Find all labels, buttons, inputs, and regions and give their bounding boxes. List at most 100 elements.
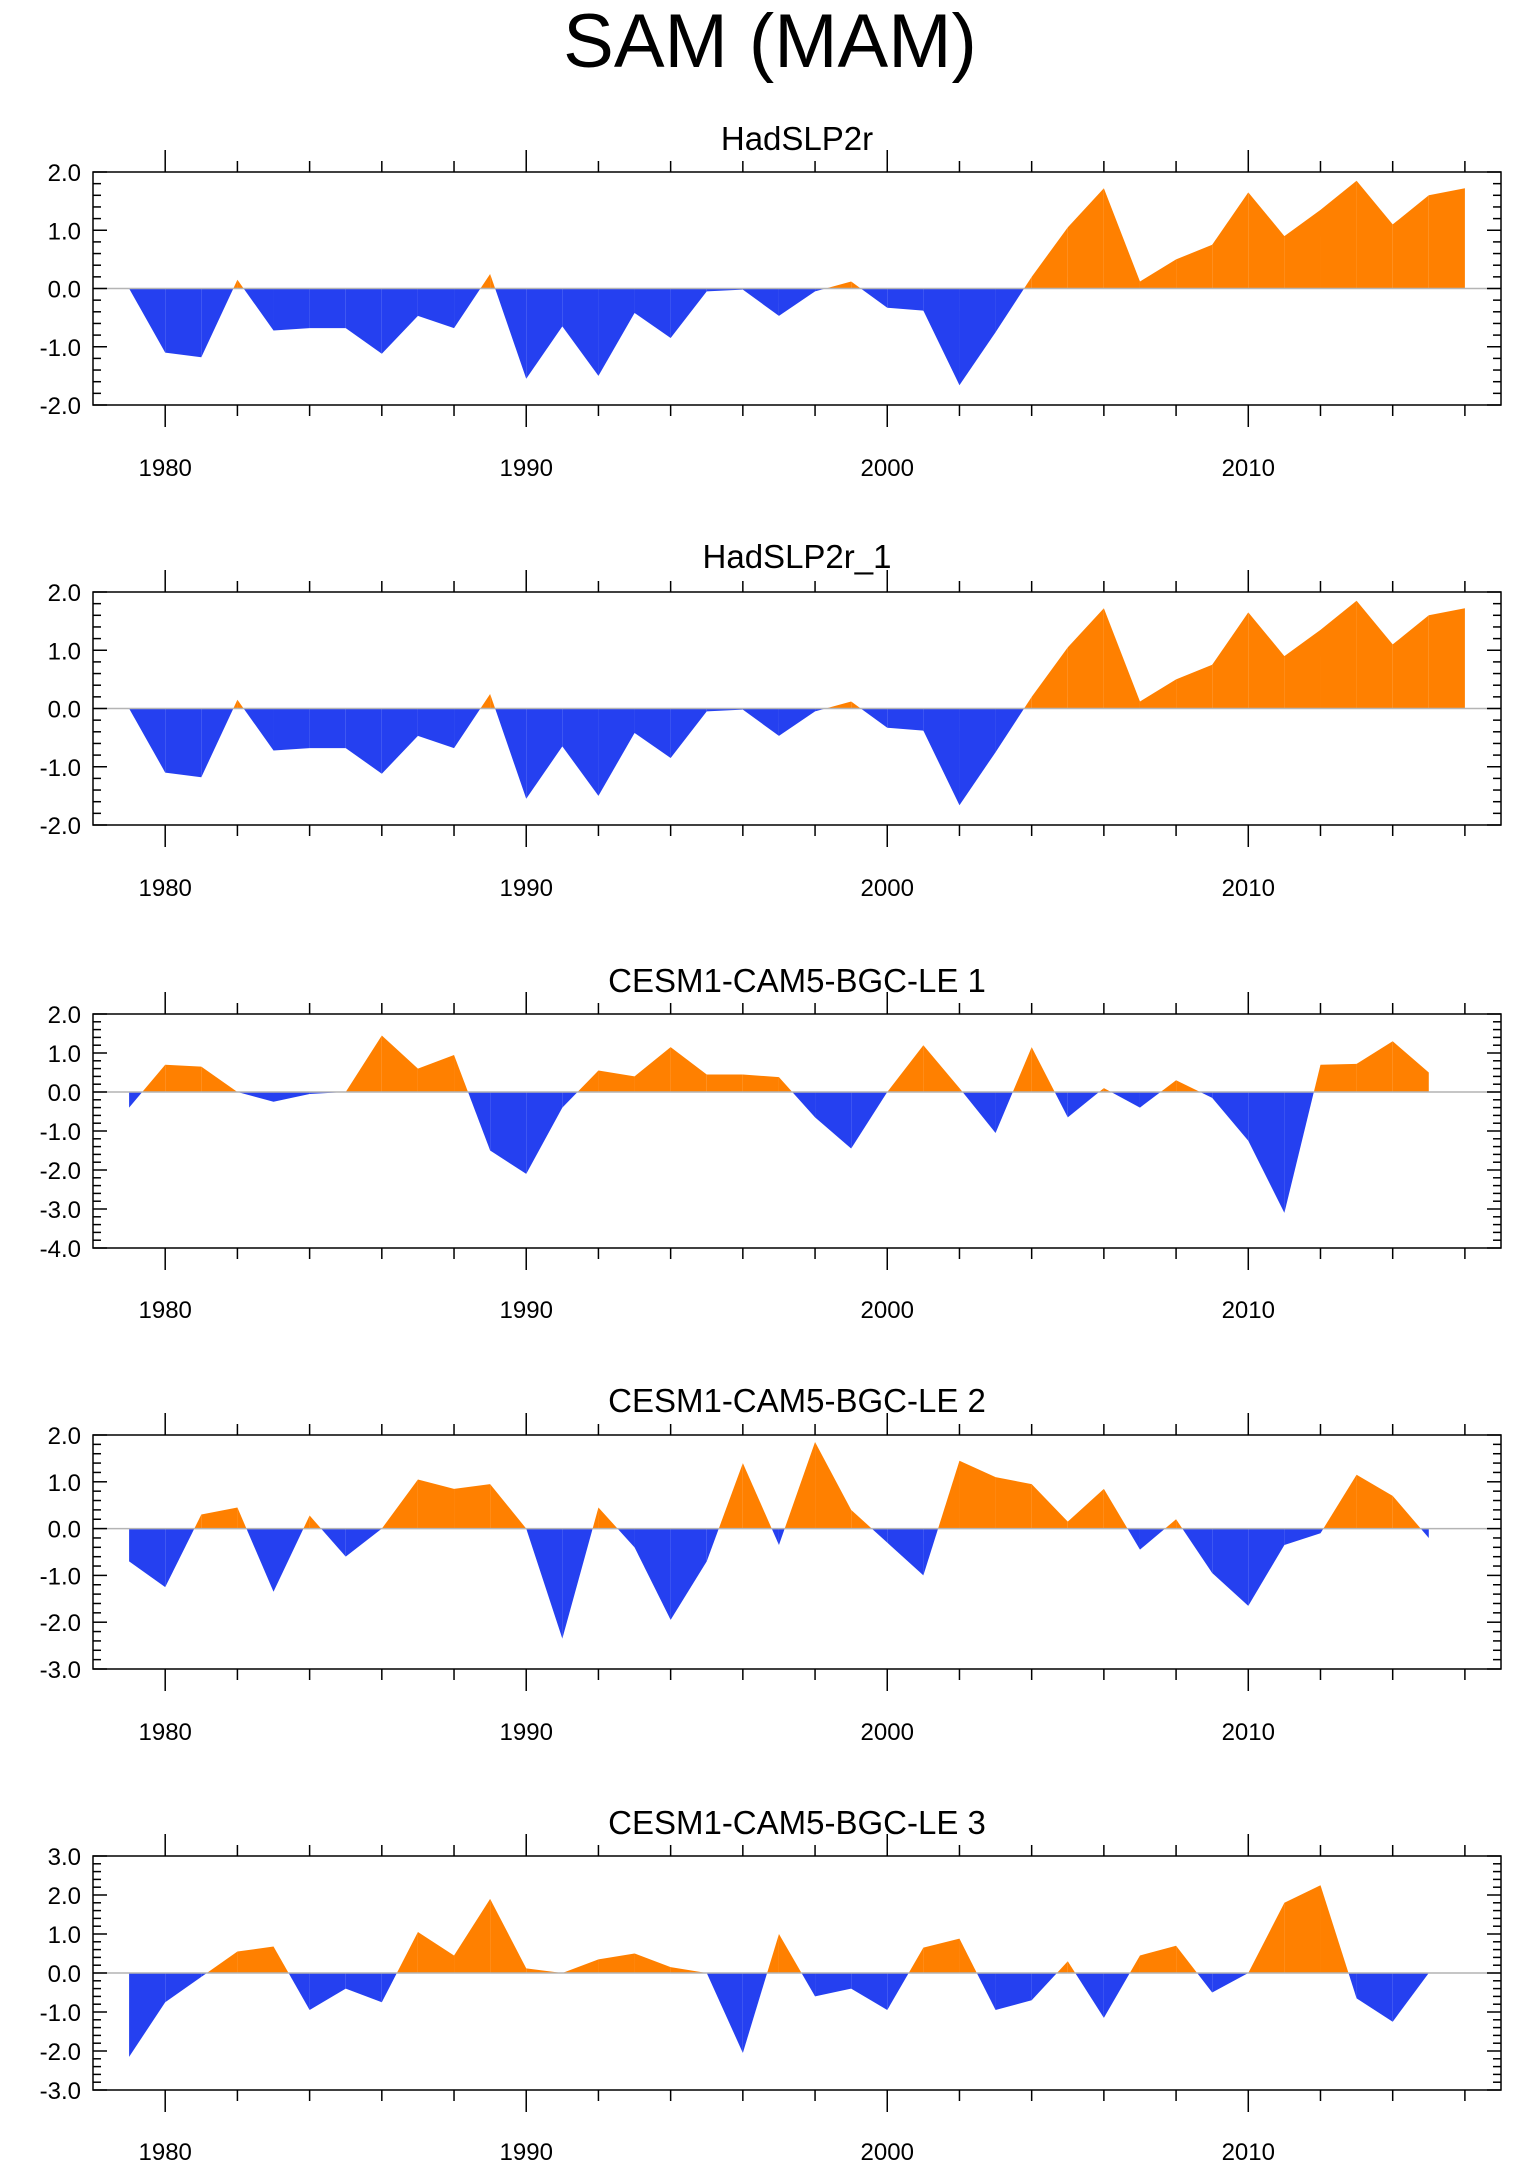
positive-area <box>1067 1961 1076 1973</box>
negative-area <box>417 708 455 749</box>
negative-area <box>1200 1092 1213 1098</box>
y-tick-label: 1.0 <box>48 218 81 245</box>
negative-area <box>381 1973 397 2003</box>
positive-area <box>1248 192 1285 289</box>
positive-area <box>959 1460 996 1529</box>
positive-area <box>1284 629 1321 709</box>
x-tick-label: 2000 <box>861 1297 914 1324</box>
negative-area <box>201 1973 207 1977</box>
positive-area <box>165 1064 202 1092</box>
positive-area <box>233 699 238 709</box>
negative-area <box>976 1973 996 2011</box>
negative-area <box>129 1092 143 1108</box>
negative-area <box>742 708 779 736</box>
positive-area <box>1056 1961 1068 1973</box>
x-tick-label: 1990 <box>500 875 553 902</box>
y-tick-label: -2.0 <box>40 2039 81 2066</box>
positive-area <box>480 693 491 709</box>
positive-area <box>490 273 496 289</box>
negative-area <box>288 1973 310 2011</box>
negative-area <box>1248 1092 1285 1213</box>
negative-area <box>1284 1528 1321 1545</box>
negative-area <box>1127 1528 1140 1550</box>
negative-area <box>742 288 779 316</box>
negative-area <box>309 708 346 749</box>
negative-area <box>1197 1973 1213 1993</box>
negative-area <box>468 1092 491 1151</box>
negative-area <box>273 708 310 751</box>
negative-area <box>887 708 924 731</box>
y-tick-label: 1.0 <box>48 1470 81 1497</box>
positive-area <box>454 1484 491 1529</box>
negative-area <box>617 1528 635 1548</box>
positive-area <box>1031 227 1068 289</box>
negative-area <box>887 1973 909 2011</box>
negative-area <box>742 1973 768 2053</box>
negative-area <box>923 288 960 386</box>
positive-area <box>490 1484 527 1529</box>
negative-area <box>309 1973 346 2011</box>
positive-area <box>201 1066 238 1092</box>
negative-area <box>962 1092 996 1133</box>
negative-area <box>1111 1092 1140 1108</box>
positive-area <box>1160 1080 1177 1092</box>
x-tick-label: 1980 <box>139 1297 192 1324</box>
negative-area <box>273 1528 304 1592</box>
positive-area <box>1320 1063 1357 1092</box>
negative-area <box>815 1092 852 1149</box>
negative-area <box>851 1973 888 2011</box>
negative-area <box>1248 1528 1285 1606</box>
positive-area <box>1176 244 1213 289</box>
negative-area <box>321 1528 346 1557</box>
negative-area <box>129 288 166 353</box>
positive-area <box>1031 1484 1068 1529</box>
positive-area <box>480 273 491 289</box>
plot-frame <box>92 1013 1502 1249</box>
positive-area <box>381 1479 418 1529</box>
negative-area <box>1054 1092 1068 1118</box>
positive-area <box>1067 1488 1104 1529</box>
positive-area <box>851 701 861 709</box>
negative-area <box>165 708 202 778</box>
positive-area <box>1176 1519 1183 1529</box>
x-tick-label: 2010 <box>1222 2139 1275 2166</box>
negative-area <box>1392 1973 1429 2022</box>
positive-area <box>1356 1474 1393 1529</box>
negative-area <box>1212 1528 1249 1606</box>
y-tick-label: 3.0 <box>48 1844 81 1871</box>
positive-area <box>194 1514 202 1529</box>
positive-area <box>784 1442 816 1529</box>
positive-area <box>1212 192 1249 289</box>
y-tick-label: -1.0 <box>40 1563 81 1590</box>
negative-area <box>417 288 455 329</box>
negative-area <box>526 288 563 379</box>
negative-area <box>243 708 274 751</box>
positive-area <box>598 1507 618 1529</box>
negative-area <box>1139 1528 1165 1550</box>
chart-panel-1: HadSLP2r 2.0 1.0 0.0 -1.0 -2.0 1980 1990 2000 201… <box>40 120 1502 482</box>
negative-area <box>165 288 202 358</box>
x-tick-label: 2010 <box>1222 1719 1275 1746</box>
negative-area <box>345 1528 382 1557</box>
y-tick-label: -2.0 <box>40 813 81 840</box>
negative-area <box>995 1973 1032 2011</box>
negative-area <box>345 708 382 774</box>
y-tick-label: -1.0 <box>40 1119 81 1146</box>
negative-area <box>165 1528 195 1588</box>
negative-area <box>598 288 635 376</box>
positive-area <box>562 1959 599 1973</box>
y-tick-label: 2.0 <box>48 1883 81 1910</box>
negative-area <box>243 288 274 331</box>
positive-area <box>237 699 244 709</box>
negative-area <box>526 1092 563 1174</box>
positive-area <box>1139 1945 1177 1973</box>
negative-area <box>634 1528 671 1620</box>
y-tick-label: -1.0 <box>40 2000 81 2027</box>
negative-area <box>1067 1092 1100 1118</box>
y-tick-label: 2.0 <box>48 1002 81 1029</box>
negative-area <box>490 1092 527 1174</box>
negative-area <box>815 1973 852 1997</box>
positive-area <box>237 1507 247 1529</box>
x-tick-label: 1990 <box>500 2139 553 2166</box>
x-tick-label: 2000 <box>861 875 914 902</box>
